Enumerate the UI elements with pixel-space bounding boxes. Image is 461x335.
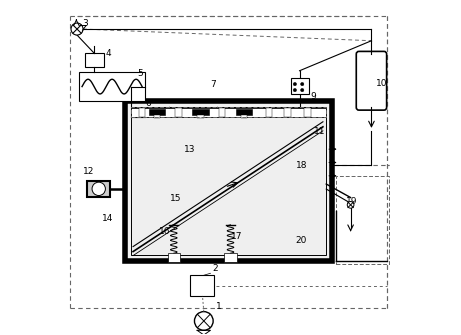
Circle shape bbox=[293, 88, 296, 92]
Text: 5: 5 bbox=[137, 69, 143, 78]
Bar bbox=[225, 253, 236, 262]
FancyBboxPatch shape bbox=[356, 51, 387, 110]
Circle shape bbox=[301, 82, 304, 86]
Circle shape bbox=[92, 182, 106, 196]
Text: 2: 2 bbox=[212, 264, 218, 273]
Bar bbox=[85, 53, 104, 67]
Bar bbox=[304, 109, 311, 117]
Bar bbox=[219, 109, 225, 117]
Text: 8: 8 bbox=[230, 109, 236, 118]
Bar bbox=[284, 109, 290, 117]
Text: 11: 11 bbox=[314, 127, 325, 136]
Bar bbox=[149, 110, 165, 116]
Text: 3: 3 bbox=[82, 19, 88, 28]
Bar bbox=[131, 107, 326, 255]
Circle shape bbox=[293, 82, 296, 86]
Text: 1: 1 bbox=[215, 302, 221, 311]
Bar bbox=[131, 109, 326, 117]
Bar bbox=[168, 253, 180, 262]
Bar bbox=[154, 115, 160, 119]
Text: 13: 13 bbox=[184, 145, 195, 154]
Bar bbox=[190, 275, 214, 296]
Bar bbox=[241, 115, 247, 119]
Text: 12: 12 bbox=[83, 167, 95, 176]
Text: 14: 14 bbox=[102, 214, 113, 223]
Text: 16: 16 bbox=[159, 227, 170, 236]
Text: 17: 17 bbox=[230, 232, 242, 241]
Bar bbox=[125, 101, 332, 261]
Text: 20: 20 bbox=[296, 236, 307, 245]
Bar bbox=[336, 176, 389, 264]
Text: 4: 4 bbox=[106, 49, 111, 58]
Bar bbox=[87, 181, 110, 197]
Text: 7: 7 bbox=[211, 80, 216, 89]
Bar bbox=[192, 110, 209, 116]
Circle shape bbox=[347, 202, 354, 208]
Bar bbox=[131, 107, 326, 118]
Bar bbox=[266, 109, 272, 117]
Bar bbox=[236, 110, 252, 116]
Text: 19: 19 bbox=[346, 197, 357, 206]
Bar bbox=[139, 109, 145, 117]
Circle shape bbox=[71, 23, 83, 35]
Circle shape bbox=[301, 88, 304, 92]
Text: 10: 10 bbox=[376, 79, 387, 88]
Circle shape bbox=[195, 312, 213, 330]
Text: 15: 15 bbox=[171, 194, 182, 203]
Text: 9: 9 bbox=[311, 92, 316, 101]
Bar bbox=[79, 72, 145, 101]
Bar bbox=[290, 78, 309, 94]
Text: 18: 18 bbox=[296, 160, 307, 170]
Text: 6: 6 bbox=[145, 99, 151, 108]
Bar bbox=[176, 109, 182, 117]
Bar bbox=[197, 115, 204, 119]
